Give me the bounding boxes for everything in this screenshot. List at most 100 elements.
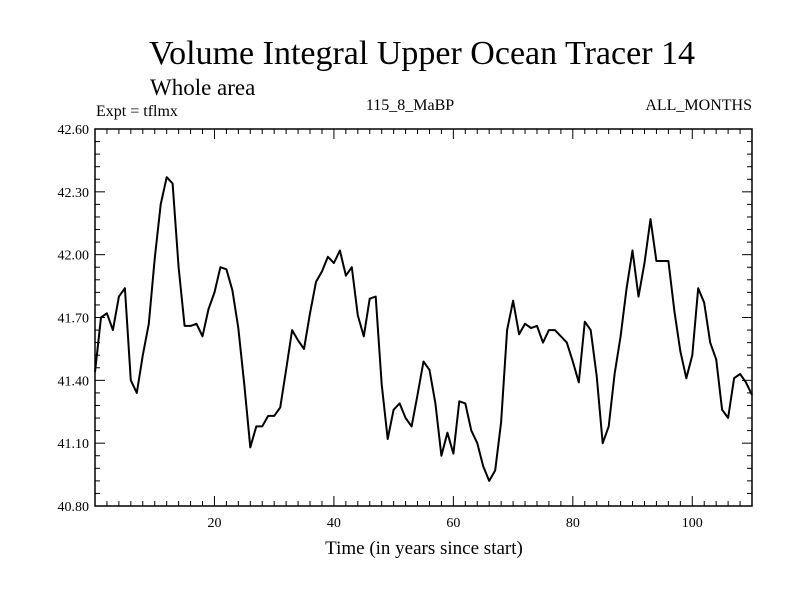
x-tick-label: 20 — [207, 516, 221, 531]
x-tick-label: 40 — [327, 516, 341, 531]
x-tick-label: 80 — [566, 516, 580, 531]
data-point — [130, 379, 132, 381]
data-point — [482, 465, 484, 467]
data-point — [709, 342, 711, 344]
data-point — [542, 342, 544, 344]
data-point — [494, 469, 496, 471]
data-point — [452, 453, 454, 455]
data-point — [476, 442, 478, 444]
data-point — [213, 291, 216, 293]
data-point — [554, 329, 556, 331]
data-point — [178, 266, 180, 268]
data-point — [590, 329, 592, 331]
data-point — [518, 333, 520, 335]
data-point — [667, 260, 670, 262]
data-point — [727, 417, 729, 419]
data-point — [160, 203, 162, 205]
x-tick-label: 100 — [682, 516, 703, 531]
data-point — [739, 373, 741, 375]
data-point — [572, 360, 574, 363]
data-point — [440, 455, 442, 457]
data-point — [100, 316, 102, 319]
data-point — [458, 400, 460, 402]
data-point — [608, 425, 610, 427]
data-point — [602, 442, 604, 444]
data-point — [512, 300, 514, 302]
period-label: ALL_MONTHS — [645, 97, 752, 114]
data-point — [118, 296, 120, 298]
axis-tick-labels: 20 40 60 80 100 40.80 41.10 41.40 41.70 42.00 42.3… — [58, 123, 703, 531]
data-point — [649, 218, 652, 220]
data-point — [190, 325, 192, 327]
data-point — [434, 402, 436, 404]
data-point — [721, 409, 723, 411]
data-point — [243, 383, 245, 386]
y-tick-label: 41.70 — [58, 312, 90, 327]
data-point — [715, 358, 717, 360]
data-point — [124, 287, 126, 289]
y-tick-label: 41.10 — [58, 437, 90, 452]
data-point — [488, 480, 490, 482]
data-point — [255, 425, 257, 427]
data-point — [685, 377, 687, 379]
data-point — [237, 327, 239, 329]
data-point — [184, 325, 186, 327]
data-point — [291, 329, 293, 331]
data-point — [566, 342, 568, 344]
data-point — [679, 350, 681, 352]
y-tick-label: 42.60 — [58, 123, 90, 138]
data-point — [655, 260, 658, 262]
data-series — [94, 176, 753, 482]
data-point — [536, 325, 538, 327]
run-label: 115_8_MaBP — [366, 97, 454, 114]
data-point — [470, 430, 472, 432]
data-point — [464, 402, 466, 404]
data-point — [339, 249, 341, 252]
data-point — [273, 415, 275, 417]
data-point — [333, 262, 335, 264]
data-point — [106, 312, 108, 314]
data-point — [643, 262, 646, 264]
x-axis-label: Time (in years since start) — [325, 538, 523, 559]
data-point — [225, 268, 227, 270]
data-point — [172, 182, 174, 185]
data-point — [219, 266, 221, 268]
data-point — [506, 329, 508, 331]
data-point — [393, 409, 395, 411]
y-tick-label: 40.80 — [58, 500, 90, 515]
data-point — [387, 438, 389, 440]
data-point — [637, 296, 640, 298]
data-point — [422, 360, 425, 363]
data-point — [285, 369, 287, 371]
data-point — [94, 371, 96, 373]
data-point — [351, 266, 353, 268]
data-point — [166, 176, 168, 178]
data-point — [369, 298, 371, 300]
data-point — [405, 417, 407, 419]
data-point — [267, 415, 269, 417]
data-point — [381, 383, 383, 386]
data-point — [327, 256, 329, 258]
data-point — [428, 369, 431, 371]
data-point — [303, 348, 305, 350]
data-point — [142, 354, 144, 356]
data-point — [309, 312, 311, 314]
data-point — [297, 339, 299, 342]
data-point — [578, 381, 580, 383]
data-point — [626, 287, 628, 289]
data-point — [673, 310, 676, 312]
data-point — [261, 425, 263, 427]
data-point — [154, 258, 156, 260]
data-point — [136, 392, 138, 394]
data-point — [279, 407, 281, 409]
data-point — [195, 323, 198, 325]
data-point — [751, 394, 753, 396]
y-tick-label: 42.30 — [58, 186, 90, 201]
x-tick-label: 60 — [446, 516, 460, 531]
data-point — [357, 314, 359, 316]
data-point — [596, 375, 598, 377]
data-point — [416, 394, 419, 396]
y-tick-label: 42.00 — [58, 249, 90, 264]
series-line — [94, 176, 753, 482]
